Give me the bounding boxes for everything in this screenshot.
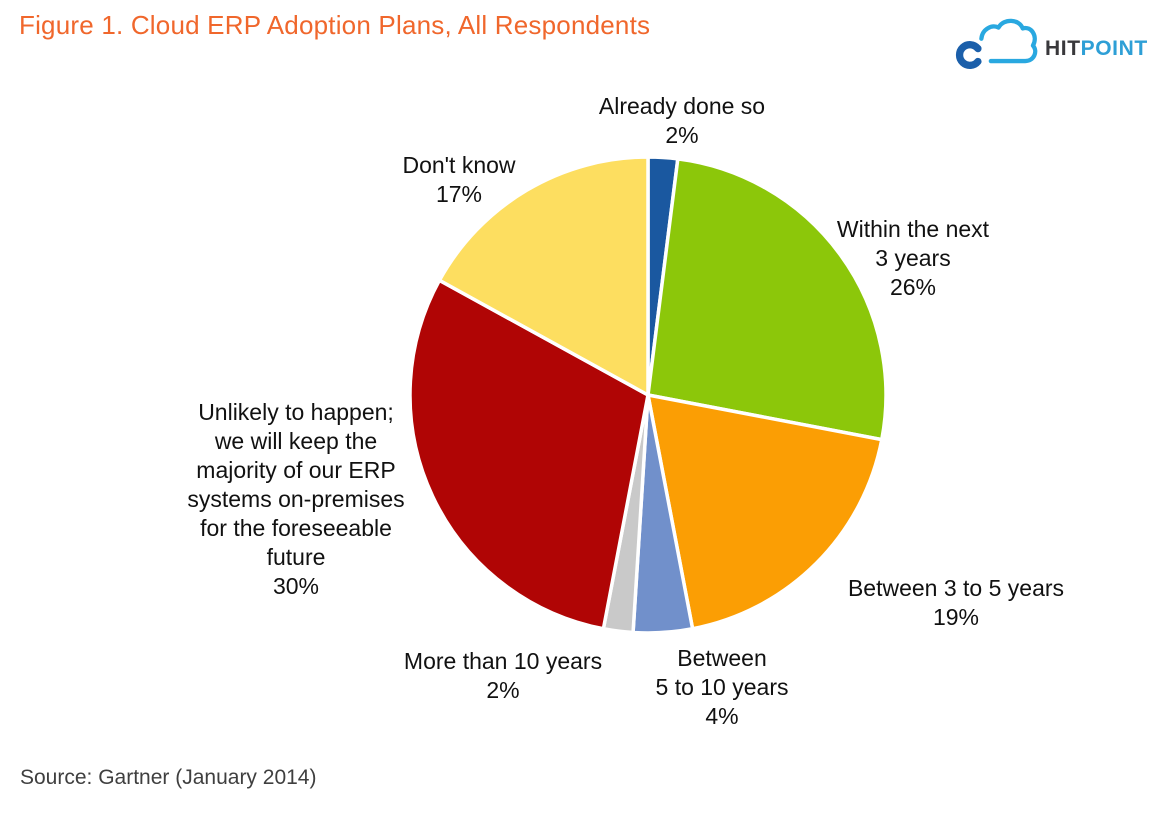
hitpoint-logo: HITPOINT xyxy=(953,12,1148,74)
slice-label-5-to-10-years: Between 5 to 10 years 4% xyxy=(655,645,789,729)
cloud-c-mark xyxy=(955,41,982,69)
logo-wordmark: HITPOINT xyxy=(1045,37,1148,61)
cloud-icon xyxy=(955,18,1038,69)
slice-label-within-3-years: Within the next 3 years 26% xyxy=(836,216,990,300)
slice-label-already-done: Already done so 2% xyxy=(598,93,766,148)
source-note: Source: Gartner (January 2014) xyxy=(20,766,317,789)
pie-slice-6 xyxy=(437,155,650,397)
logo-text-point: POINT xyxy=(1080,37,1148,60)
slice-label-3-to-5-years: Between 3 to 5 years 19% xyxy=(847,575,1065,630)
pie-slice-2 xyxy=(646,393,884,631)
logo-text-hit: HIT xyxy=(1045,37,1081,60)
figure-title: Figure 1. Cloud ERP Adoption Plans, All … xyxy=(19,10,651,40)
cloud-outline xyxy=(979,18,1038,64)
slice-label-more-than-10: More than 10 years 2% xyxy=(403,648,603,703)
slice-label-dont-know: Don't know 17% xyxy=(402,152,516,207)
slice-label-unlikely: Unlikely to happen; we will keep the maj… xyxy=(187,399,405,599)
pie-slice-5 xyxy=(408,278,650,631)
pie-slice-1 xyxy=(646,157,888,442)
